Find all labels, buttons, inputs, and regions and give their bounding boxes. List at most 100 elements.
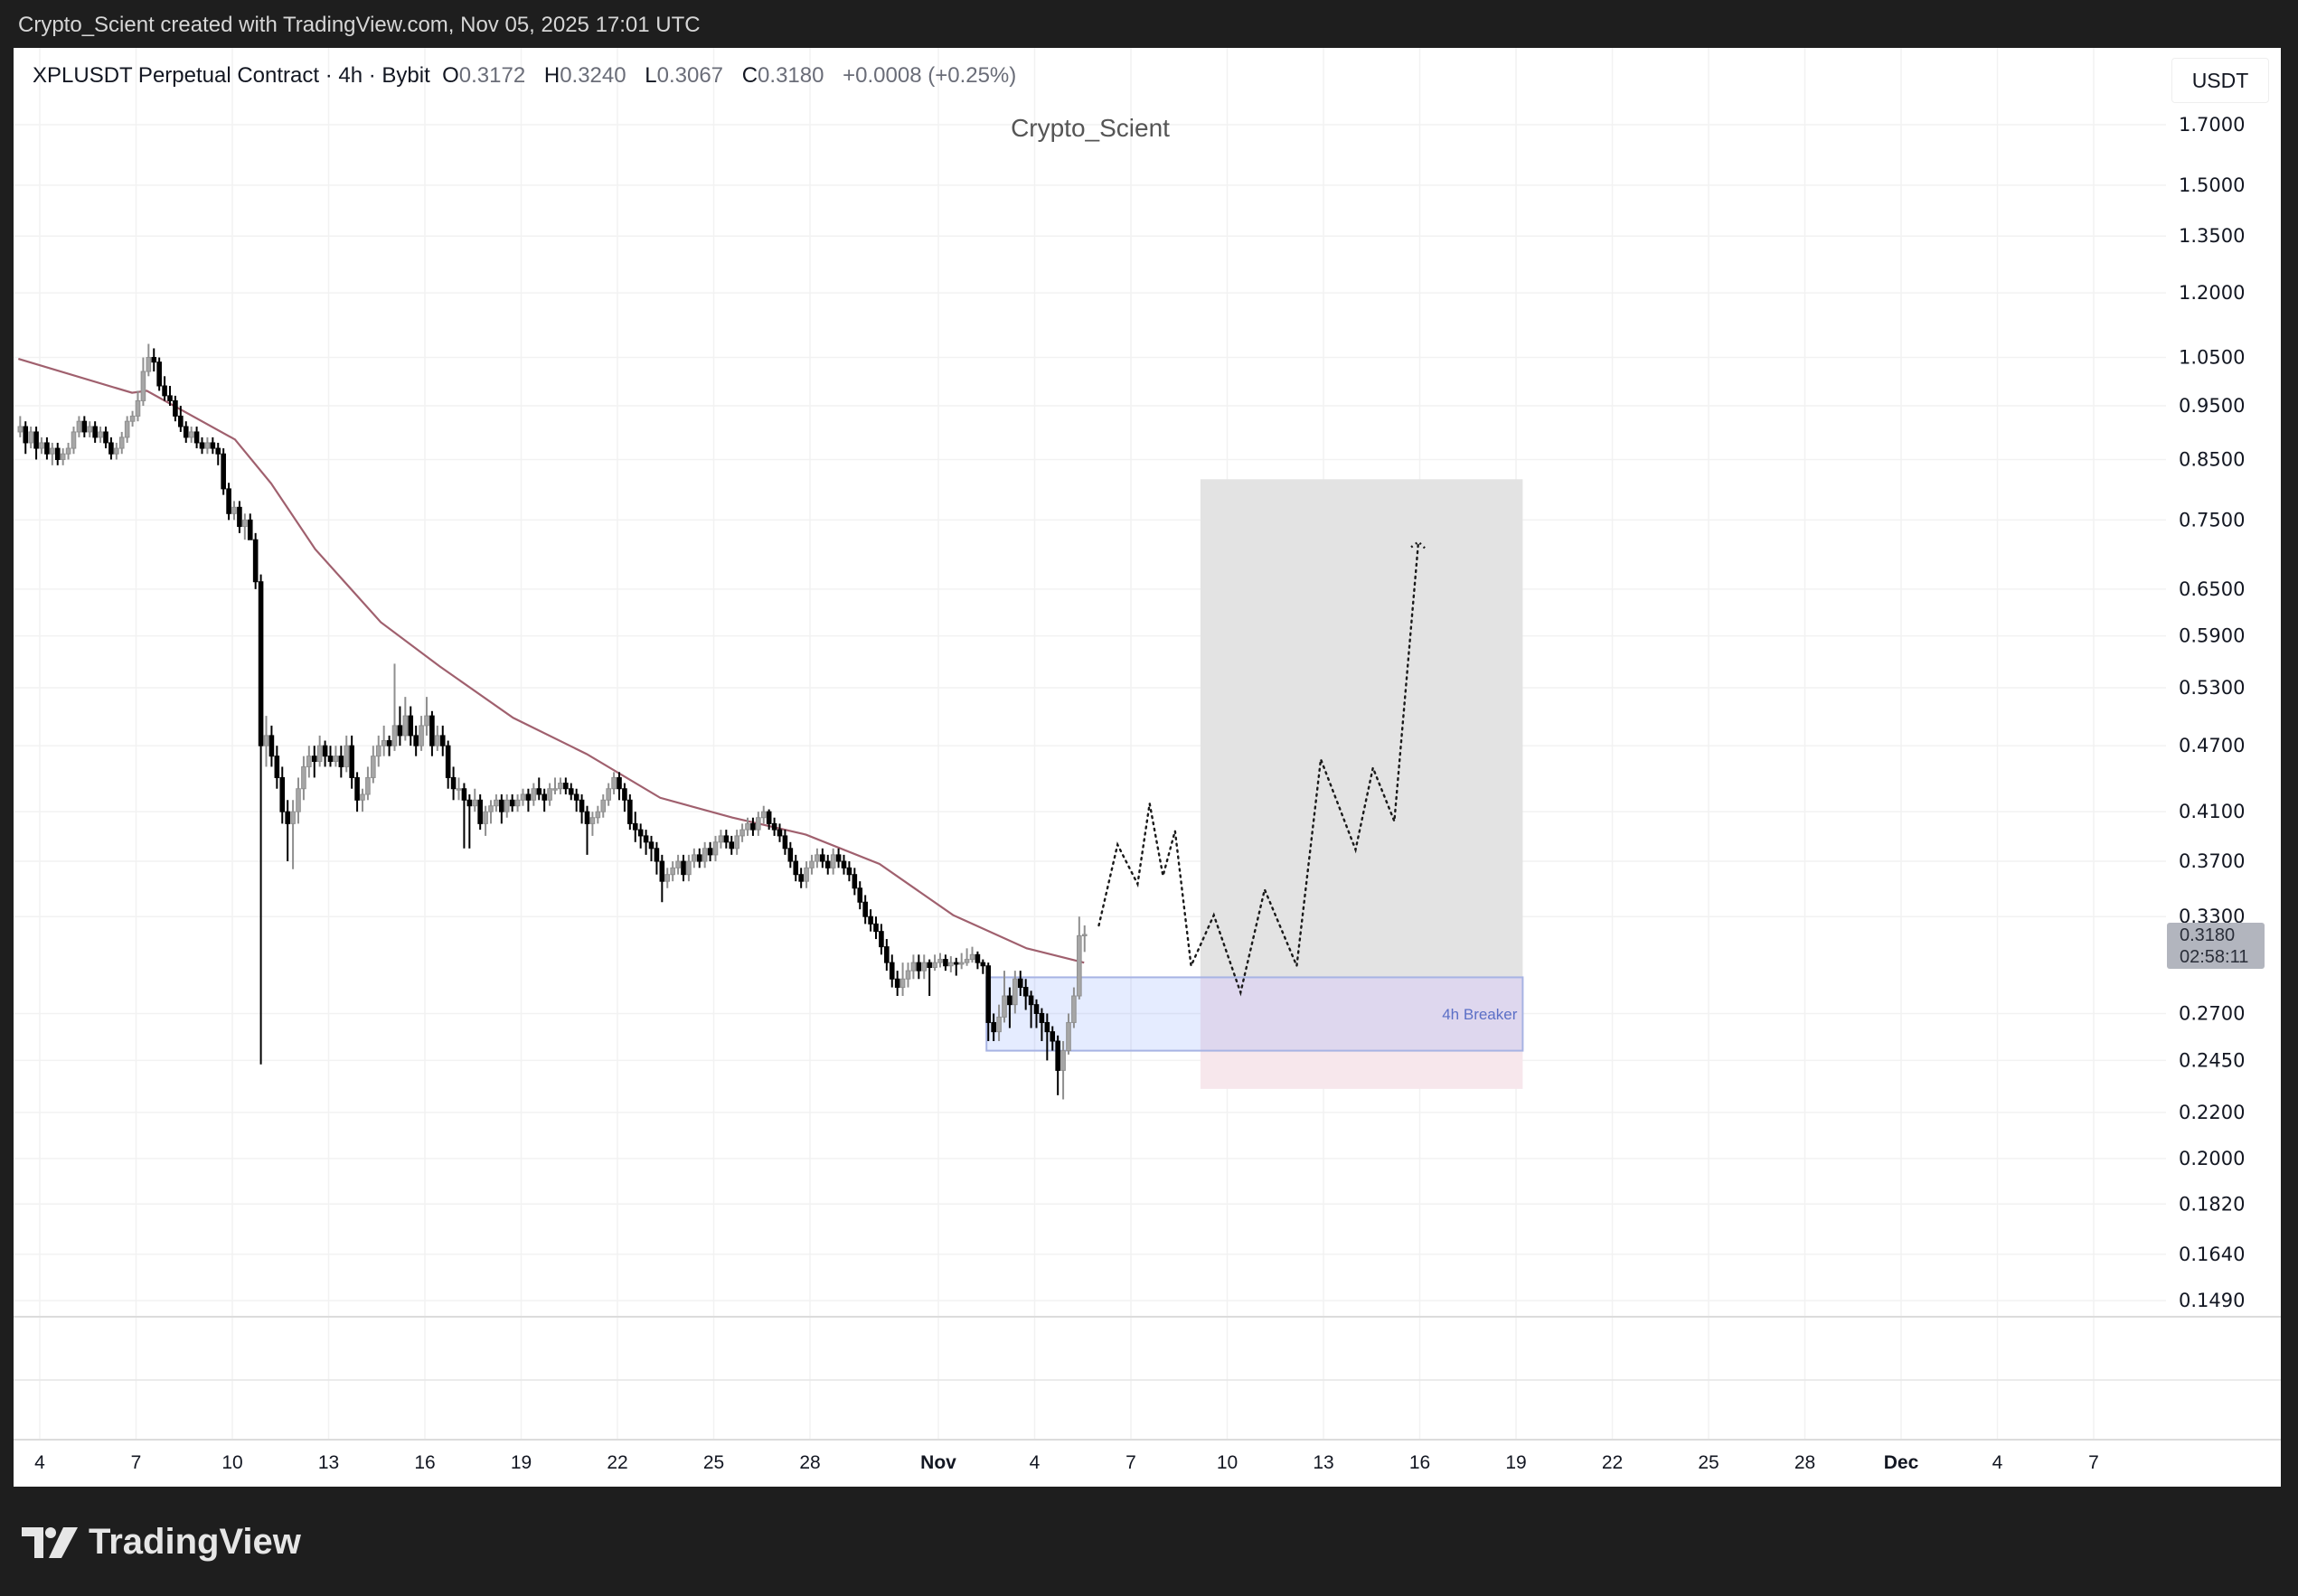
tradingview-logo: TradingView [22, 1522, 301, 1563]
candle-up [692, 848, 697, 868]
candle-body [76, 420, 82, 433]
candle-body [600, 799, 607, 812]
candle-body [290, 811, 296, 824]
candle-body [707, 848, 713, 856]
chart-panel[interactable] [14, 48, 2281, 1487]
candle-up [60, 448, 66, 465]
candle-up [360, 788, 365, 812]
time-tick-label: 13 [1313, 1452, 1333, 1473]
candle-down [584, 805, 590, 855]
candle-body [632, 822, 638, 831]
candle-body [681, 860, 686, 876]
candle-body [258, 581, 264, 746]
candle-body [756, 817, 761, 831]
target-zone [1200, 479, 1523, 978]
candle-down [499, 793, 504, 824]
candle-down [894, 971, 900, 997]
candle-up [910, 954, 917, 980]
price-tick-label: 1.0500 [2179, 347, 2245, 369]
time-tick-label: 10 [1217, 1452, 1238, 1473]
candle-up [969, 946, 975, 963]
candle-body [760, 811, 767, 819]
candle-body [696, 854, 702, 862]
candle-down [258, 574, 264, 1065]
candle-body [316, 745, 323, 763]
candle-down [509, 793, 515, 812]
candle-body [932, 962, 937, 969]
candle-body [408, 715, 414, 737]
candle-up [996, 1004, 1002, 1042]
candle-up [547, 783, 552, 806]
time-tick-label: 25 [1698, 1452, 1719, 1473]
candle-down [349, 735, 354, 789]
candle-body [905, 970, 911, 980]
candle-body [226, 488, 231, 514]
price-tick-label: 0.2000 [2179, 1148, 2245, 1169]
candle-body [718, 835, 724, 843]
candle-down [54, 442, 61, 465]
candle-down [408, 706, 414, 746]
candle-up [39, 437, 44, 455]
candle-body [322, 745, 328, 757]
candle-body [857, 887, 863, 903]
candle-up [552, 777, 558, 794]
candle-body [494, 799, 499, 807]
candle-body [60, 453, 66, 460]
candle-down [397, 706, 403, 746]
candle-up [488, 800, 494, 824]
candle-body [252, 539, 259, 583]
candle-down [311, 746, 317, 778]
candle-body [23, 426, 29, 444]
author-watermark: Crypto_Scient [1011, 114, 1170, 142]
candle-down [632, 812, 638, 842]
candle-body [39, 442, 44, 449]
candle-body [327, 756, 334, 763]
candle-body [156, 361, 162, 387]
candle-body [884, 946, 890, 963]
tradingview-logo-icon [22, 1526, 78, 1558]
candle-up [664, 868, 671, 888]
candle-down [798, 868, 804, 888]
candle-down [193, 427, 200, 449]
candle-body [531, 788, 537, 801]
price-tick-label: 0.2700 [2179, 1002, 2245, 1024]
candle-down [1017, 971, 1023, 997]
currency-button[interactable]: USDT [2171, 58, 2269, 103]
candle-up [316, 735, 323, 767]
candle-up [756, 812, 761, 836]
candle-down [439, 725, 446, 756]
candle-body [948, 962, 954, 967]
candle-body [958, 962, 965, 965]
candle-up [686, 854, 692, 882]
candle-up [921, 954, 928, 980]
price-tick-label: 0.5300 [2179, 677, 2245, 699]
candle-body [617, 776, 622, 790]
candle-up [424, 697, 429, 736]
symbol-title[interactable]: XPLUSDT Perpetual Contract · 4h · Bybit [33, 63, 430, 88]
candle-down [841, 854, 847, 875]
candle-body [483, 811, 488, 824]
candle-body [852, 874, 858, 889]
candle-down [81, 416, 88, 437]
candle-body [873, 923, 879, 933]
change-value: +0.0008 (+0.25%) [843, 63, 1017, 88]
candle-body [558, 783, 563, 790]
candle-up [87, 421, 93, 437]
candle-body [391, 725, 398, 746]
candle-down [167, 385, 173, 407]
candle-up [140, 357, 146, 407]
candle-down [729, 835, 735, 855]
candle-up [937, 953, 943, 968]
candle-down [386, 735, 392, 756]
candle-down [445, 740, 451, 789]
candle-body [429, 715, 435, 746]
candle-body [129, 415, 136, 422]
candle-down [681, 854, 686, 882]
candle-down [44, 437, 50, 460]
price-tick-label: 1.2000 [2179, 282, 2245, 304]
candle-body [237, 506, 242, 528]
candle-body [1066, 1021, 1071, 1052]
candle-body [1071, 995, 1077, 1023]
candle-body [980, 962, 986, 967]
